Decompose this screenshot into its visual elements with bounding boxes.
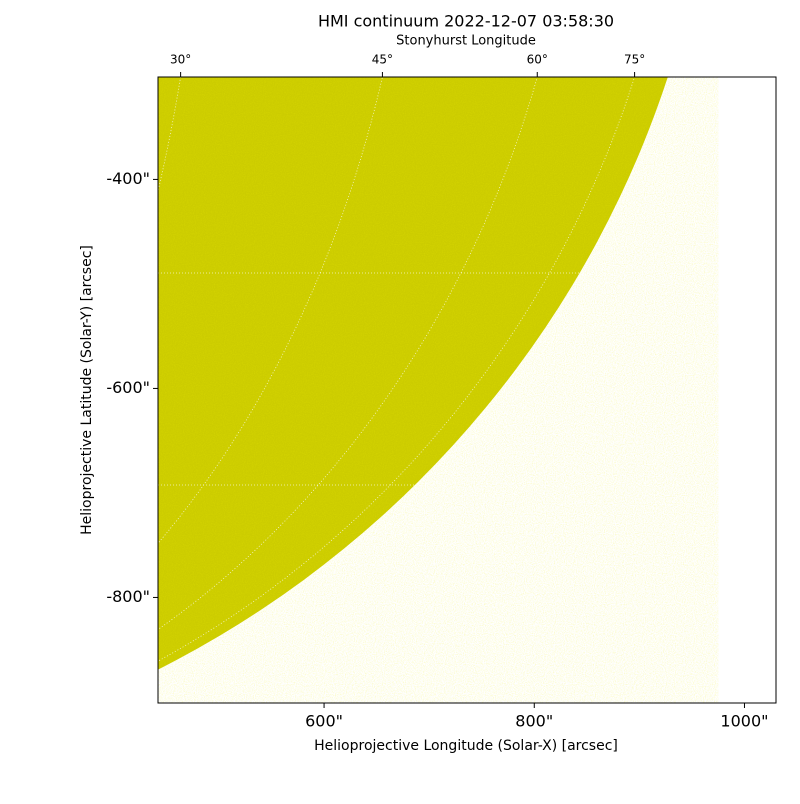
chart-title: HMI continuum 2022-12-07 03:58:30 (318, 12, 614, 31)
top-axis-label: Stonyhurst Longitude (396, 34, 536, 49)
top-tick-label: 30° (170, 53, 191, 67)
y-tick-label: -800" (106, 587, 150, 606)
y-axis-label: Helioprojective Latitude (Solar-Y) [arcs… (79, 245, 95, 535)
x-tick-label: 1000" (720, 712, 768, 731)
x-axis-label: Helioprojective Longitude (Solar-X) [arc… (314, 738, 618, 754)
x-tick-label: 800" (515, 712, 553, 731)
x-tick-label: 600" (305, 712, 343, 731)
y-tick-label: -400" (106, 169, 150, 188)
disk-texture (158, 77, 668, 670)
y-tick-label: -600" (106, 378, 150, 397)
top-tick-label: 60° (527, 53, 548, 67)
top-tick-label: 45° (372, 53, 393, 67)
plot-area (158, 77, 668, 670)
top-tick-label: 75° (624, 53, 645, 67)
axes-frame (157, 76, 777, 704)
